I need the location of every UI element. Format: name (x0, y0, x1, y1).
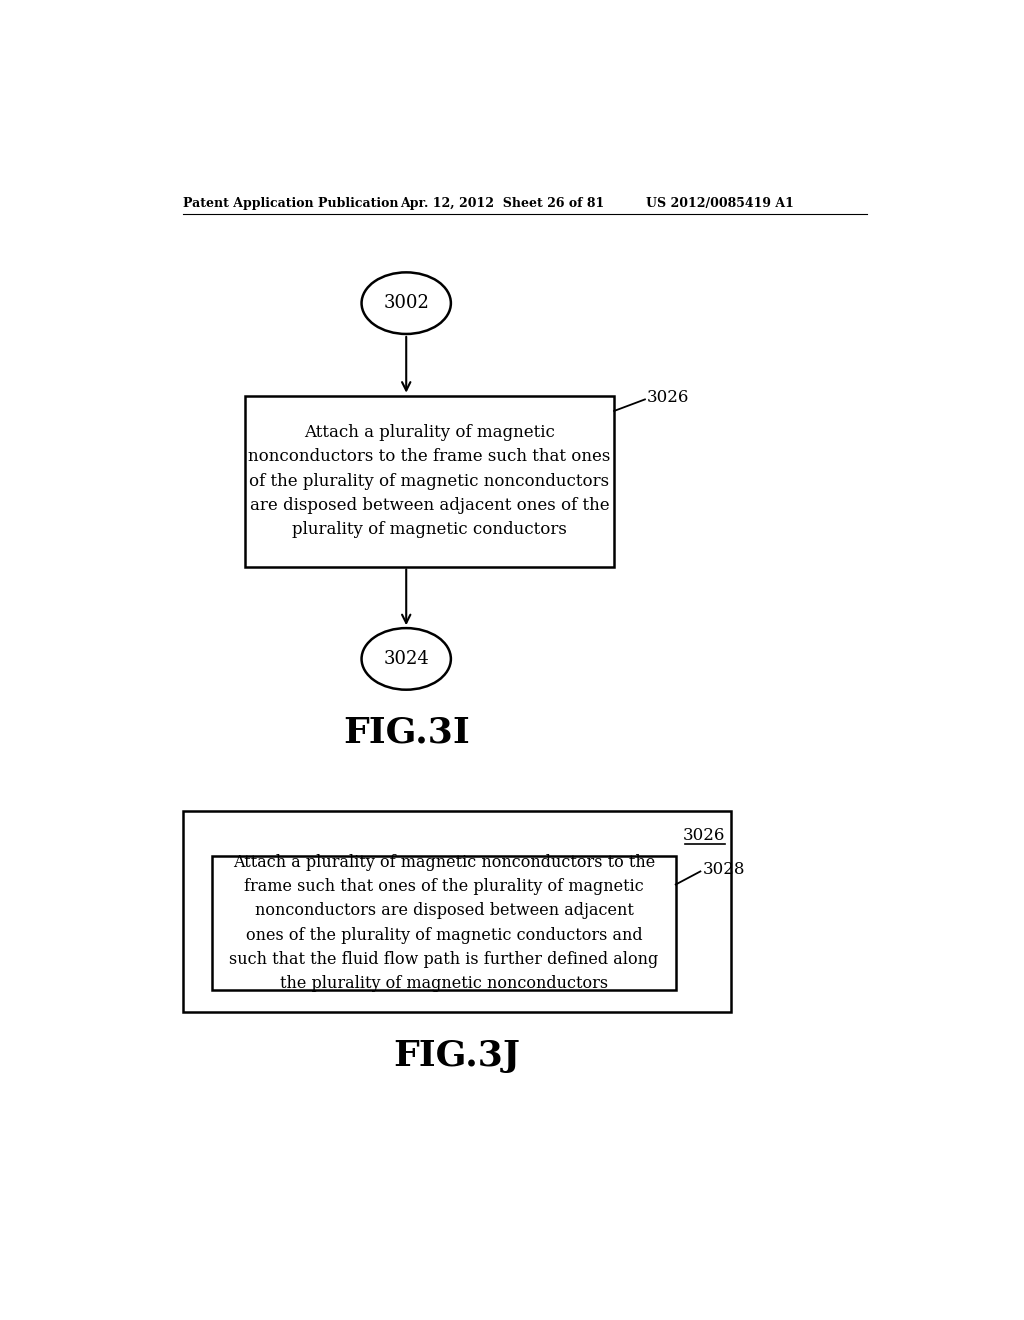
Text: 3028: 3028 (702, 862, 745, 878)
Bar (212, 855, 676, 990)
Text: FIG.3I: FIG.3I (343, 715, 470, 748)
Bar (245, 396, 614, 566)
Text: US 2012/0085419 A1: US 2012/0085419 A1 (646, 197, 795, 210)
Text: Attach a plurality of magnetic
nonconductors to the frame such that ones
of the : Attach a plurality of magnetic nonconduc… (248, 424, 610, 537)
Text: 3026: 3026 (647, 388, 689, 405)
Text: 3024: 3024 (383, 649, 429, 668)
Text: Attach a plurality of magnetic nonconductors to the
frame such that ones of the : Attach a plurality of magnetic nonconduc… (229, 854, 658, 991)
Text: Patent Application Publication: Patent Application Publication (183, 197, 398, 210)
Text: 3026: 3026 (683, 828, 725, 845)
Bar (183, 812, 731, 1011)
Text: 3002: 3002 (383, 294, 429, 312)
Text: Apr. 12, 2012  Sheet 26 of 81: Apr. 12, 2012 Sheet 26 of 81 (400, 197, 604, 210)
Text: FIG.3J: FIG.3J (393, 1039, 520, 1073)
